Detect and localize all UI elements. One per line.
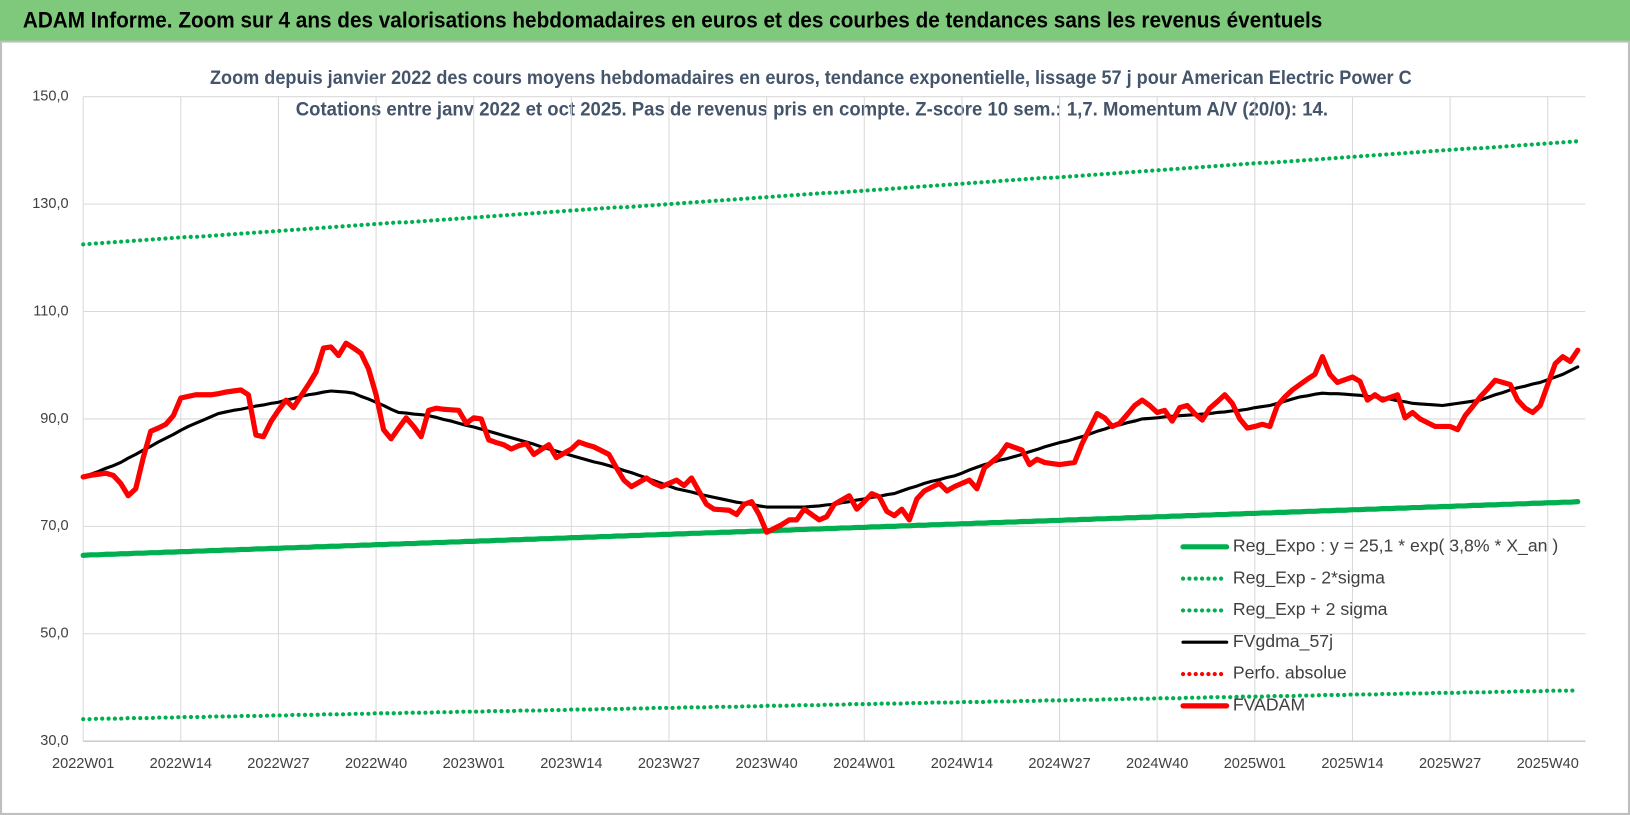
x-tick-label: 2025W14 xyxy=(1321,756,1383,772)
x-tick-label: 2023W27 xyxy=(638,756,700,772)
series-line xyxy=(81,688,1580,722)
x-tick-label: 2022W14 xyxy=(150,756,212,772)
legend-label: Reg_Exp + 2 sigma xyxy=(1233,599,1388,620)
header-bar xyxy=(0,0,1630,42)
y-tick-label: 150,0 xyxy=(32,89,68,105)
y-tick-label: 110,0 xyxy=(33,303,68,319)
x-tick-label: 2024W27 xyxy=(1028,756,1090,772)
x-tick-label: 2024W14 xyxy=(931,756,993,772)
x-tick-label: 2023W40 xyxy=(735,756,797,772)
legend-label: Reg_Exp - 2*sigma xyxy=(1233,567,1385,588)
x-tick-label: 2024W40 xyxy=(1126,756,1188,772)
x-tick-label: 2024W01 xyxy=(833,756,895,772)
x-tick-label: 2025W01 xyxy=(1224,756,1286,772)
y-tick-label: 70,0 xyxy=(40,518,68,534)
x-tick-label: 2025W40 xyxy=(1517,756,1579,772)
series-line xyxy=(80,340,1581,535)
panel-border xyxy=(0,40,1630,815)
header-title: ADAM Informe. Zoom sur 4 ans des valoris… xyxy=(23,8,1322,33)
y-tick-label: 130,0 xyxy=(32,196,68,212)
series-line xyxy=(81,139,1580,247)
legend-label: Reg_Expo : y = 25,1 * exp( 3,8% * X_an ) xyxy=(1233,535,1558,556)
x-tick-label: 2022W40 xyxy=(345,756,407,772)
legend-label: Perfo. absolue xyxy=(1233,663,1347,683)
legend-label: FVADAM xyxy=(1233,695,1305,715)
x-tick-label: 2022W27 xyxy=(247,756,309,772)
x-tick-label: 2023W01 xyxy=(443,756,505,772)
series-line xyxy=(80,499,1581,558)
x-tick-label: 2022W01 xyxy=(52,756,114,772)
y-tick-label: 90,0 xyxy=(40,411,68,427)
x-tick-label: 2025W27 xyxy=(1419,756,1481,772)
y-tick-label: 50,0 xyxy=(40,626,68,642)
x-tick-label: 2023W14 xyxy=(540,756,602,772)
series-line xyxy=(81,365,1580,509)
chart-title: Zoom depuis janvier 2022 des cours moyen… xyxy=(210,67,1412,89)
legend-label: FVgdma_57j xyxy=(1233,631,1333,652)
chart-subtitle: Cotations entre janv 2022 et oct 2025. P… xyxy=(296,98,1328,120)
y-tick-label: 30,0 xyxy=(40,733,68,749)
